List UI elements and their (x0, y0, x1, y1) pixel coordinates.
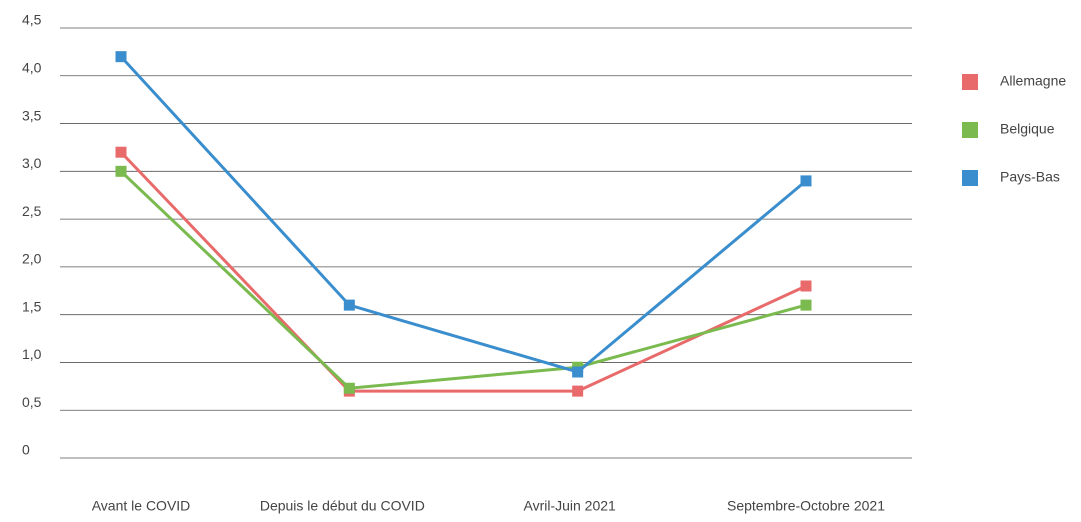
x-tick-label: Avant le COVID (92, 498, 191, 514)
legend-swatch (962, 170, 978, 186)
point-marker (572, 385, 584, 397)
y-tick-label: 2,0 (22, 251, 42, 267)
y-tick-label: 0 (22, 442, 30, 458)
point-marker (800, 299, 812, 311)
point-marker (800, 175, 812, 187)
series-line (119, 55, 807, 374)
point-marker (343, 382, 355, 394)
point-marker (115, 165, 127, 177)
y-tick-label: 0,5 (22, 394, 42, 410)
legend-label: Pays-Bas (1000, 169, 1060, 185)
y-tick-label: 4,0 (22, 59, 42, 75)
legend-label: Allemagne (1000, 73, 1066, 89)
legend-swatch (962, 74, 978, 90)
series-line (119, 151, 807, 393)
point-marker (115, 146, 127, 158)
y-tick-label: 2,5 (22, 203, 42, 219)
x-tick-label: Avril-Juin 2021 (523, 498, 616, 514)
legend-label: Belgique (1000, 121, 1055, 137)
point-marker (343, 299, 355, 311)
y-tick-label: 1,0 (22, 346, 42, 362)
y-tick-label: 4,5 (22, 12, 42, 28)
point-marker (572, 366, 584, 378)
legend-swatch (962, 122, 978, 138)
x-tick-label: Depuis le début du COVID (260, 498, 425, 514)
point-marker (115, 51, 127, 63)
y-tick-label: 3,5 (22, 107, 42, 123)
y-tick-label: 3,0 (22, 155, 42, 171)
y-tick-label: 1,5 (22, 298, 42, 314)
series-line (119, 170, 807, 390)
point-marker (800, 280, 812, 292)
x-tick-label: Septembre-Octobre 2021 (727, 498, 885, 514)
